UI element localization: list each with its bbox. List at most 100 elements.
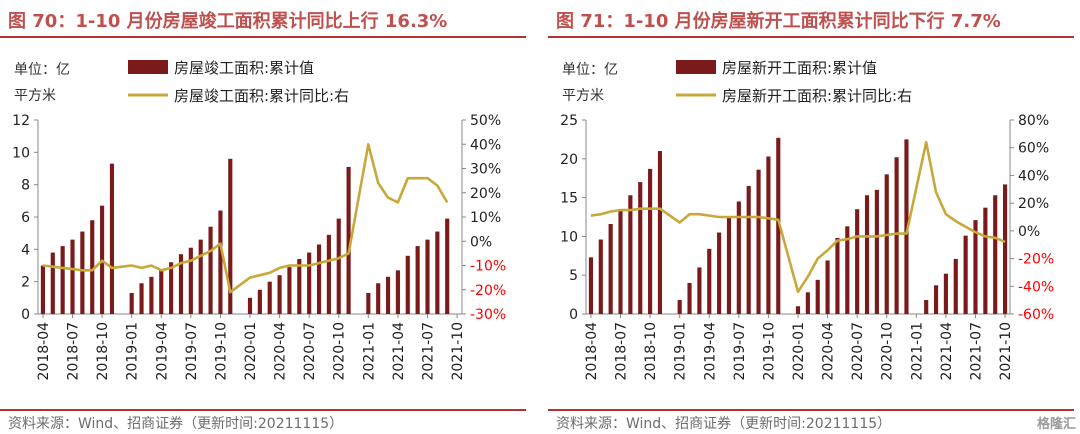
legend-label-bar: 房屋竣工面积:累计值 (174, 59, 314, 77)
bar-2020-03 (267, 281, 272, 314)
right-tick-label: 0% (1018, 224, 1040, 240)
bar-2018-08 (628, 195, 633, 314)
x-tick-label: 2020-04 (821, 322, 837, 381)
x-tick-label: 2018-10 (643, 322, 659, 381)
bar-2020-10 (336, 218, 341, 314)
bar-2018-06 (60, 246, 65, 314)
x-tick-label: 2021-07 (968, 322, 984, 381)
legend-swatch-bar (676, 60, 716, 74)
x-tick-label: 2020-10 (880, 322, 896, 381)
bar-2021-06 (963, 235, 968, 314)
right-tick-label: 20% (1018, 196, 1049, 212)
left-tick-label: 0 (21, 307, 30, 323)
bar-2020-08 (864, 195, 870, 314)
title-rule (548, 36, 1074, 38)
bar-2021-06 (415, 246, 420, 314)
bar-2018-04 (40, 265, 46, 314)
source-note: 资料来源：Wind、招商证券（更新时间:20211115） (8, 416, 344, 432)
bar-2019-07 (188, 247, 193, 314)
title-rule (0, 36, 526, 38)
bar-2019-04 (707, 248, 712, 314)
source-rule (0, 409, 526, 411)
x-tick-label: 2018-04 (36, 322, 52, 381)
bar-2021-08 (983, 207, 988, 314)
x-tick-label: 2021-01 (361, 322, 377, 381)
left-tick-label: 6 (21, 210, 30, 226)
x-tick-label: 2020-04 (273, 322, 289, 381)
bar-2019-04 (159, 270, 164, 314)
bar-2020-07 (307, 252, 312, 314)
source-note: 资料来源：Wind、招商证券（更新时间:20211115） (556, 416, 892, 432)
bar-2020-10 (884, 174, 889, 314)
bar-2021-08 (435, 231, 440, 314)
bar-2019-02 (139, 283, 144, 314)
bar-2019-09 (208, 226, 213, 314)
bar-2019-07 (736, 201, 741, 314)
bar-2019-03 (697, 267, 702, 314)
left-tick-label: 2 (21, 275, 30, 291)
right-tick-label: 0% (470, 234, 492, 250)
bar-2021-09 (993, 195, 998, 314)
right-tick-label: -40% (1018, 279, 1054, 295)
x-tick-label: 2021-04 (391, 322, 407, 381)
source-rule (548, 409, 1074, 411)
left-tick-label: 15 (560, 191, 578, 207)
bar-2020-11 (346, 166, 351, 314)
left-tick-label: 8 (21, 178, 30, 194)
bar-2020-06 (297, 259, 302, 314)
unit-label-line1: 单位：亿 (14, 62, 70, 78)
right-tick-label: 30% (470, 162, 501, 178)
bar-2019-06 (726, 217, 732, 314)
bar-2018-08 (80, 231, 85, 314)
yoy-line (42, 143, 449, 294)
x-tick-label: 2021-04 (939, 322, 955, 381)
bar-2021-05 (405, 255, 410, 314)
bar-2020-11 (894, 157, 899, 314)
bar-2018-11 (657, 151, 663, 314)
bar-2020-09 (874, 189, 879, 314)
bar-2020-12 (904, 139, 909, 314)
legend-label-line: 房屋竣工面积:累计同比:右 (174, 87, 349, 105)
x-tick-label: 2020-01 (791, 322, 807, 381)
bar-2019-08 (746, 185, 751, 314)
bar-2019-03 (149, 276, 154, 314)
bar-2019-01 (129, 292, 134, 314)
right-tick-label: 20% (470, 186, 501, 202)
x-tick-label: 2020-07 (850, 322, 866, 381)
bar-2019-06 (178, 254, 184, 314)
bar-2018-09 (638, 182, 643, 314)
bar-2021-03 (933, 285, 939, 314)
bar-2021-04 (943, 273, 948, 314)
bar-2021-02 (376, 283, 381, 314)
right-tick-label: -20% (470, 283, 506, 299)
x-tick-label: 2020-10 (332, 322, 348, 381)
right-tick-label: 10% (470, 210, 501, 226)
bar-2020-09 (326, 234, 331, 314)
bar-2021-09 (445, 218, 450, 314)
bar-2020-05 (835, 237, 840, 314)
bar-2019-02 (687, 282, 692, 314)
left-tick-label: 10 (560, 229, 578, 245)
right-tick-label: -20% (1018, 252, 1054, 268)
left-tick-label: 10 (12, 145, 30, 161)
bar-2021-07 (425, 239, 430, 314)
chart-panel-new-starts-area: 图 71：1-10 月份房屋新开工面积累计同比下行 7.7% 单位：亿 平方米 房屋… (548, 0, 1078, 434)
bar-2021-07 (973, 220, 978, 314)
left-tick-label: 5 (569, 268, 578, 284)
bar-2018-07 (70, 239, 75, 314)
left-tick-label: 0 (569, 307, 578, 323)
bar-2021-05 (953, 258, 958, 314)
bar-2018-07 (618, 209, 623, 314)
right-tick-label: 40% (470, 137, 501, 153)
left-tick-label: 20 (560, 152, 578, 168)
bar-2019-09 (756, 169, 761, 314)
bar-2018-10 (648, 168, 653, 314)
x-tick-label: 2021-10 (450, 322, 466, 381)
bar-2021-04 (395, 270, 400, 314)
bar-2018-05 (50, 252, 55, 314)
x-tick-label: 2020-01 (243, 322, 259, 381)
bar-2020-01 (247, 297, 253, 314)
x-tick-label: 2021-10 (998, 322, 1014, 381)
x-tick-label: 2019-04 (702, 322, 718, 381)
